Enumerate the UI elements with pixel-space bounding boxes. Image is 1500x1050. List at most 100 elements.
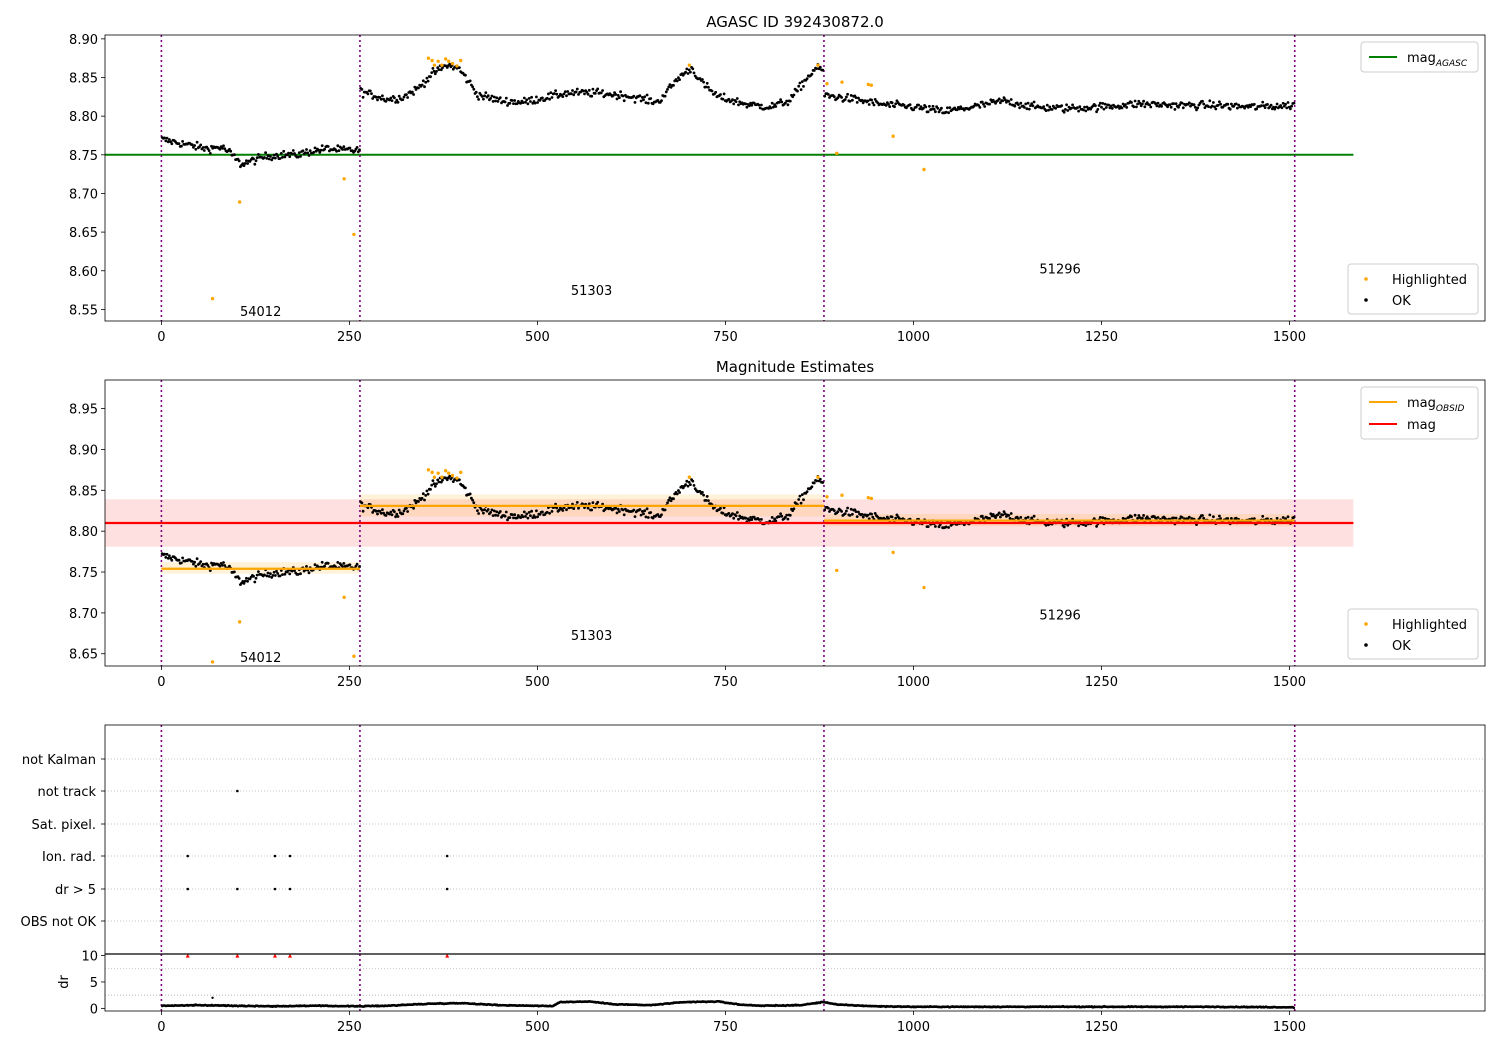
ok-point [982,517,985,520]
ok-point [1156,101,1160,105]
ok-point [308,149,312,153]
ok-point [760,518,763,521]
ok-point [358,148,361,152]
ok-point [698,490,702,493]
ok-point [978,106,982,109]
ok-point [940,106,943,110]
ok-point [1019,101,1023,105]
ok-point [997,97,1001,101]
ok-point [223,147,227,151]
ok-point [1226,517,1230,520]
ok-point [846,92,849,96]
ok-point [1281,516,1285,519]
ok-point [368,89,372,93]
ok-point [866,99,870,103]
ok-point [1032,514,1036,518]
ok-point [785,513,789,517]
magnitude-estimates-panel: Magnitude Estimates 54012 51303 51296 0 250 5… [69,358,1486,690]
ok-point [199,143,203,147]
ok-point [319,148,323,152]
ok-point [163,136,167,140]
ok-point [471,85,474,89]
ok-point [748,104,751,108]
ok-point [1230,102,1233,106]
ok-point [265,574,269,578]
ok-point [441,66,444,70]
ok-point [569,92,573,96]
ok-point [744,102,748,106]
ok-point [1044,523,1048,527]
ok-point [177,558,181,562]
ok-point [535,95,538,99]
ok-point [524,100,527,104]
highlighted-point [430,470,434,475]
ok-point [1274,105,1278,109]
legend-marker-swatch [1364,277,1368,281]
ok-point [402,509,406,513]
x-tick-label: 1500 [1273,330,1306,345]
flag-point [273,854,277,858]
ok-point [802,498,805,502]
ok-point [301,149,305,153]
ok-point [208,152,212,155]
ok-point [413,499,417,502]
legend-label: OK [1392,294,1411,309]
legend-box [1347,608,1479,660]
ok-point [445,478,449,482]
ok-point [278,574,282,578]
ok-point [252,157,256,161]
ok-point [583,506,586,510]
ok-point [297,151,301,155]
ok-point [492,509,496,513]
ok-point [848,99,852,103]
ok-point [797,498,801,501]
ok-point [190,143,194,147]
ok-point [702,80,705,84]
ok-point [1279,104,1283,107]
ok-point [872,103,876,107]
ok-point [405,506,408,510]
ok-point [823,94,827,98]
flag-point [445,887,449,891]
obsid-label: 54012 [240,305,281,320]
ok-point [468,79,472,83]
ok-point [908,103,912,107]
y-tick-label: 8.90 [69,33,98,48]
ok-point [555,92,559,96]
x-tick-label: 0 [157,1020,165,1035]
ok-point [805,490,809,493]
ok-point [223,564,227,567]
ok-point [423,85,426,89]
ok-point [1082,108,1085,112]
ok-point [1168,103,1172,107]
ok-point [397,94,401,98]
ok-point [390,99,394,102]
y-tick-label: 0 [90,1002,98,1017]
ok-point [281,155,284,159]
ok-point [871,515,875,519]
highlighted-point [455,476,459,480]
ok-point [498,510,502,513]
ok-point [640,510,644,513]
ok-point [565,94,568,98]
ok-point [621,508,625,512]
ok-point [512,516,515,520]
ok-point [1084,109,1088,113]
ok-point [1094,104,1097,108]
ok-point [642,98,645,102]
ok-point [788,513,792,517]
ok-point [663,508,667,512]
ok-point [503,514,507,518]
ok-point [1062,525,1066,529]
ok-point [860,98,864,102]
ok-point [180,561,183,565]
ok-point [845,509,848,513]
ok-point [686,72,690,75]
ok-point [307,154,311,157]
highlighted-point [352,232,356,237]
ok-point [687,480,691,484]
highlighted-point [443,469,448,473]
ok-point [583,92,586,96]
ok-point [675,79,679,83]
ok-point [575,87,579,91]
